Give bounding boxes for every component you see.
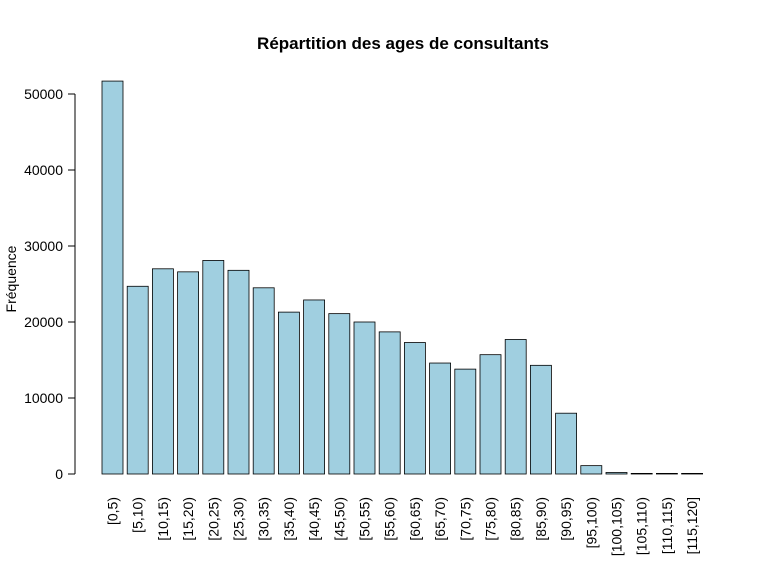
x-tick-label: [50,55): [357, 497, 373, 541]
bar: [378, 331, 401, 475]
bar: [303, 299, 326, 475]
bar: [479, 354, 502, 475]
x-tick-label: [10,15): [155, 497, 171, 541]
x-tick-label: [60,65): [407, 497, 423, 541]
x-tick-label: [75,80): [483, 497, 499, 541]
bar: [126, 285, 149, 475]
y-tick-label: 20000: [24, 314, 63, 330]
x-tick-label: [80,85): [508, 497, 524, 541]
x-tick-label: [0,5): [105, 497, 121, 525]
bar: [227, 269, 250, 475]
y-tick-label: 50000: [24, 86, 63, 102]
x-tick-label: [25,30): [231, 497, 247, 541]
x-tick-label: [85,90): [533, 497, 549, 541]
bar: [202, 260, 225, 475]
chart-title: Répartition des ages de consultants: [257, 34, 549, 53]
x-tick-label: [45,50): [331, 497, 347, 541]
bar: [151, 268, 174, 475]
bar: [605, 472, 628, 475]
x-axis-labels: [0,5) [5,10) [10,15) [15,20) [20,25) [25,30) […: [105, 497, 701, 556]
bar: [630, 472, 653, 475]
x-tick-label: [35,40): [281, 497, 297, 541]
x-tick-label: [5,10): [130, 497, 146, 533]
x-tick-label: [105,110): [634, 497, 650, 555]
x-tick-label: [40,45): [306, 497, 322, 541]
y-axis-title: Fréquence: [3, 245, 19, 312]
x-tick-label: [30,35): [256, 497, 272, 541]
x-tick-label: [95,100): [583, 497, 599, 548]
y-tick-label: 10000: [24, 390, 63, 406]
bar: [580, 465, 603, 475]
bar: [403, 342, 426, 475]
bar: [252, 287, 275, 475]
x-tick-label: [115,120]: [684, 497, 700, 554]
bars: [101, 80, 703, 475]
bar: [328, 313, 351, 475]
x-tick-label: [70,75): [457, 497, 473, 541]
x-tick-label: [100,105): [609, 497, 625, 556]
bar: [454, 368, 477, 475]
x-tick-label: [65,70): [432, 497, 448, 541]
bar: [681, 472, 703, 475]
y-tick-label: 0: [55, 466, 63, 482]
bar: [101, 80, 124, 475]
y-tick-label: 40000: [24, 162, 63, 178]
bar: [177, 271, 200, 475]
y-axis: 0 10000 20000 30000 40000 50000: [24, 86, 76, 482]
x-tick-label: [90,95): [558, 497, 574, 541]
y-tick-label: 30000: [24, 238, 63, 254]
bar: [429, 362, 452, 475]
bar: [353, 321, 376, 475]
bar: [277, 311, 300, 475]
bar: [656, 472, 678, 475]
bar: [530, 364, 552, 475]
bar: [504, 339, 527, 475]
x-tick-label: [20,25): [205, 497, 221, 541]
x-tick-label: [15,20): [180, 497, 196, 541]
x-tick-label: [55,60): [382, 497, 398, 541]
bar: [555, 412, 577, 475]
x-tick-label: [110,115): [659, 497, 675, 554]
